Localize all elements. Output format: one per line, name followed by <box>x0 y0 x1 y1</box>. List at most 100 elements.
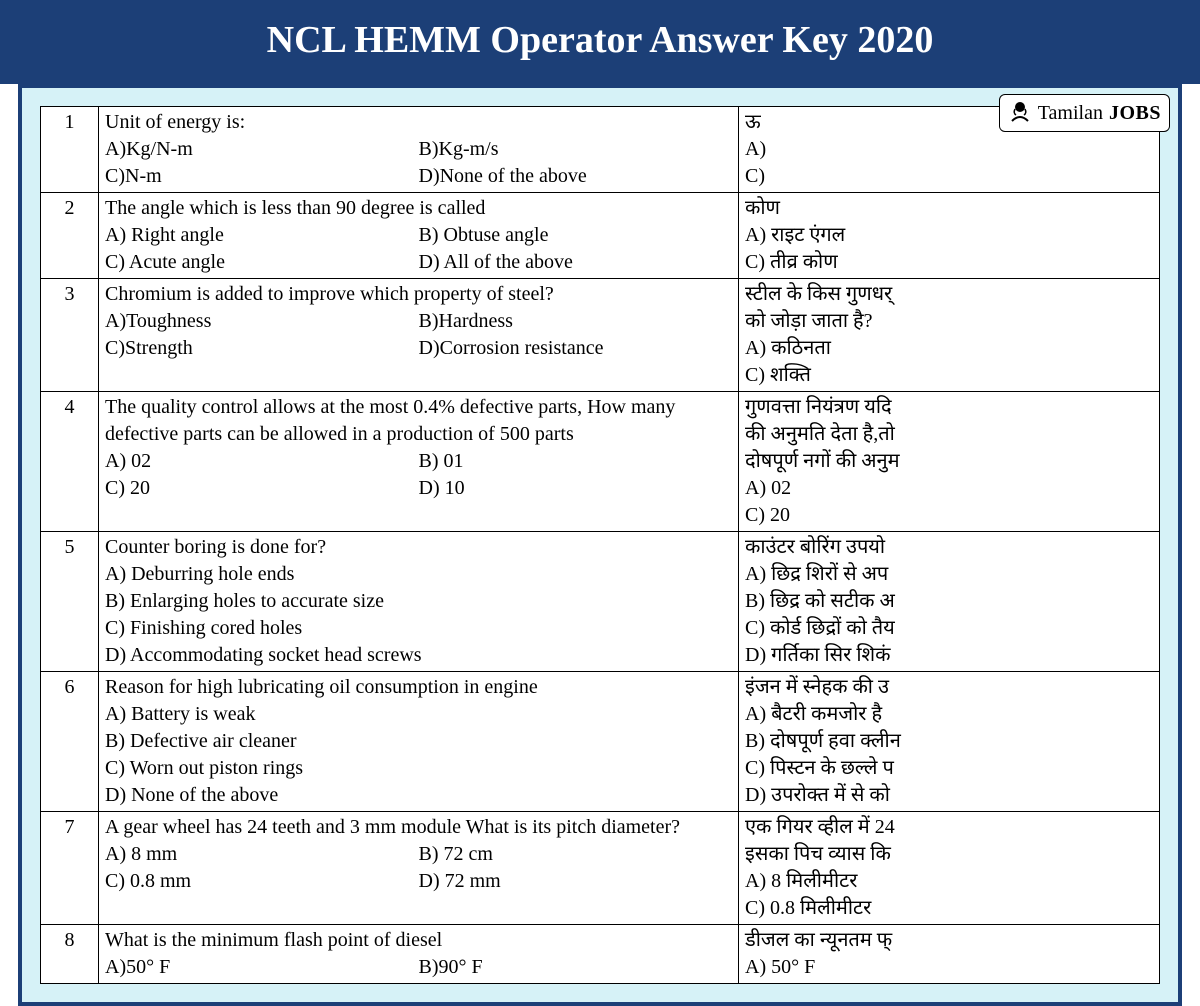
option: C) Acute angle <box>105 249 419 276</box>
question-number: 6 <box>41 672 99 812</box>
option: C)Strength <box>105 335 419 362</box>
question-hindi: कोणA) राइट एंगलC) तीव्र कोण <box>739 193 1160 279</box>
option-hindi: D) उपरोक्त में से को <box>745 782 1153 809</box>
question-text: Counter boring is done for? <box>105 534 732 561</box>
option: B) Enlarging holes to accurate size <box>105 588 732 615</box>
option-hindi: A) <box>745 136 1153 163</box>
question-number: 5 <box>41 532 99 672</box>
option: B) 72 cm <box>419 841 733 868</box>
option: C) 0.8 mm <box>105 868 419 895</box>
option: B)90° F <box>419 954 733 981</box>
option: A) 02 <box>105 448 419 475</box>
option-hindi: A) कठिनता <box>745 335 1153 362</box>
option-hindi: A) 50° F <box>745 954 1153 981</box>
option-hindi: A) राइट एंगल <box>745 222 1153 249</box>
question-number: 2 <box>41 193 99 279</box>
option: B) 01 <box>419 448 733 475</box>
option: C)N-m <box>105 163 419 190</box>
option: D) All of the above <box>419 249 733 276</box>
question-hindi: इंजन में स्नेहक की उA) बैटरी कमजोर हैB) … <box>739 672 1160 812</box>
question-hindi: स्टील के किस गुणधर्को जोड़ा जाता है?A) क… <box>739 279 1160 392</box>
question-text: Reason for high lubricating oil consumpt… <box>105 674 732 701</box>
option: D) Accommodating socket head screws <box>105 642 732 669</box>
option-hindi: की अनुमति देता है,तो <box>745 421 1153 448</box>
question-hindi: गुणवत्ता नियंत्रण यदिकी अनुमति देता है,त… <box>739 392 1160 532</box>
question-number: 1 <box>41 107 99 193</box>
option: A)50° F <box>105 954 419 981</box>
question-text: Chromium is added to improve which prope… <box>105 281 732 308</box>
option-hindi: B) दोषपूर्ण हवा क्लीन <box>745 728 1153 755</box>
logo-text-2: JOBS <box>1109 102 1161 125</box>
option-hindi: को जोड़ा जाता है? <box>745 308 1153 335</box>
question-text: The angle which is less than 90 degree i… <box>105 195 732 222</box>
option: B) Defective air cleaner <box>105 728 732 755</box>
option-hindi: C) शक्ति <box>745 362 1153 389</box>
question-number: 8 <box>41 925 99 984</box>
option: C) 20 <box>105 475 419 502</box>
option: A)Toughness <box>105 308 419 335</box>
table-row: 3Chromium is added to improve which prop… <box>41 279 1160 392</box>
content-frame: 1Unit of energy is:A)Kg/N-mB)Kg-m/sC)N-m… <box>18 84 1182 1006</box>
question-text: What is the minimum flash point of diese… <box>105 927 732 954</box>
option: A) Right angle <box>105 222 419 249</box>
option: A) 8 mm <box>105 841 419 868</box>
option-hindi: B) छिद्र को सटीक अ <box>745 588 1153 615</box>
option: B)Hardness <box>419 308 733 335</box>
question-text-hindi: स्टील के किस गुणधर् <box>745 281 1153 308</box>
question-number: 3 <box>41 279 99 392</box>
option-hindi: C) पिस्टन के छल्ले प <box>745 755 1153 782</box>
page-header: NCL HEMM Operator Answer Key 2020 <box>0 0 1200 84</box>
option: A) Deburring hole ends <box>105 561 732 588</box>
table-row: 7A gear wheel has 24 teeth and 3 mm modu… <box>41 812 1160 925</box>
question-english: The quality control allows at the most 0… <box>99 392 739 532</box>
option: D) 10 <box>419 475 733 502</box>
option: D)None of the above <box>419 163 733 190</box>
question-hindi: डीजल का न्यूनतम फ्A) 50° F <box>739 925 1160 984</box>
logo-icon <box>1008 99 1032 127</box>
option-hindi: A) छिद्र शिरों से अप <box>745 561 1153 588</box>
table-row: 2The angle which is less than 90 degree … <box>41 193 1160 279</box>
table-row: 4The quality control allows at the most … <box>41 392 1160 532</box>
question-table: 1Unit of energy is:A)Kg/N-mB)Kg-m/sC)N-m… <box>40 106 1160 984</box>
logo-badge: Tamilan JOBS <box>999 94 1170 132</box>
table-row: 8What is the minimum flash point of dies… <box>41 925 1160 984</box>
question-text-hindi: गुणवत्ता नियंत्रण यदि <box>745 394 1153 421</box>
option: A) Battery is weak <box>105 701 732 728</box>
table-row: 5Counter boring is done for?A) Deburring… <box>41 532 1160 672</box>
option: C) Finishing cored holes <box>105 615 732 642</box>
option-hindi: C) तीव्र कोण <box>745 249 1153 276</box>
option-hindi: D) गर्तिका सिर शिकं <box>745 642 1153 669</box>
question-english: Unit of energy is:A)Kg/N-mB)Kg-m/sC)N-mD… <box>99 107 739 193</box>
question-text-hindi: काउंटर बोरिंग उपयो <box>745 534 1153 561</box>
option: D) None of the above <box>105 782 732 809</box>
question-text-hindi: डीजल का न्यूनतम फ् <box>745 927 1153 954</box>
option-hindi: A) बैटरी कमजोर है <box>745 701 1153 728</box>
table-row: 6Reason for high lubricating oil consump… <box>41 672 1160 812</box>
option: D) 72 mm <box>419 868 733 895</box>
option: B)Kg-m/s <box>419 136 733 163</box>
option-hindi: A) 02 <box>745 475 1153 502</box>
logo-text-1: Tamilan <box>1038 102 1103 125</box>
question-english: A gear wheel has 24 teeth and 3 mm modul… <box>99 812 739 925</box>
question-text-hindi: एक गियर व्हील में 24 <box>745 814 1153 841</box>
question-english: What is the minimum flash point of diese… <box>99 925 739 984</box>
option-hindi: C) <box>745 163 1153 190</box>
question-hindi: काउंटर बोरिंग उपयोA) छिद्र शिरों से अपB)… <box>739 532 1160 672</box>
question-english: The angle which is less than 90 degree i… <box>99 193 739 279</box>
option-hindi: इसका पिच व्यास कि <box>745 841 1153 868</box>
question-english: Chromium is added to improve which prope… <box>99 279 739 392</box>
question-text-hindi: कोण <box>745 195 1153 222</box>
question-hindi: एक गियर व्हील में 24इसका पिच व्यास किA) … <box>739 812 1160 925</box>
table-row: 1Unit of energy is:A)Kg/N-mB)Kg-m/sC)N-m… <box>41 107 1160 193</box>
option-hindi: C) 20 <box>745 502 1153 529</box>
question-english: Counter boring is done for?A) Deburring … <box>99 532 739 672</box>
option: B) Obtuse angle <box>419 222 733 249</box>
question-text: The quality control allows at the most 0… <box>105 394 732 448</box>
option: D)Corrosion resistance <box>419 335 733 362</box>
option-hindi: C) 0.8 मिलीमीटर <box>745 895 1153 922</box>
question-number: 4 <box>41 392 99 532</box>
option-hindi: C) कोर्ड छिद्रों को तैय <box>745 615 1153 642</box>
option: C) Worn out piston rings <box>105 755 732 782</box>
question-text: Unit of energy is: <box>105 109 732 136</box>
option-hindi: दोषपूर्ण नगों की अनुम <box>745 448 1153 475</box>
